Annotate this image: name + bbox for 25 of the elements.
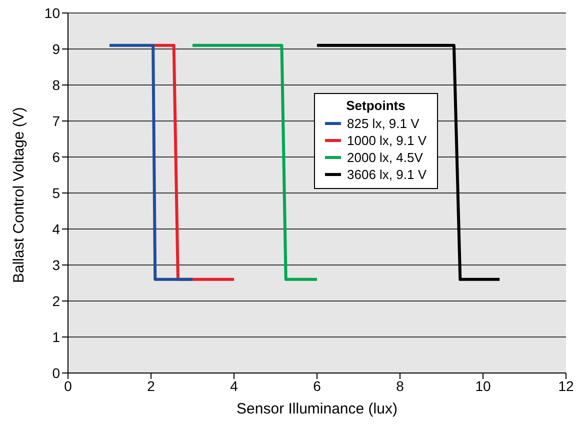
y-tick-label: 10 <box>44 4 60 21</box>
legend-label: 2000 lx, 4.5V <box>347 150 423 165</box>
y-tick-label: 4 <box>52 220 60 237</box>
y-axis-title: Ballast Control Voltage (V) <box>10 107 28 283</box>
y-tick-label: 7 <box>52 112 60 129</box>
x-tick-label: 0 <box>64 378 72 394</box>
legend-label: 825 lx, 9.1 V <box>347 116 420 131</box>
legend-label: 1000 lx, 9.1 V <box>347 133 426 148</box>
x-tick-label: 4 <box>230 378 238 394</box>
y-tick-label: 5 <box>52 184 60 201</box>
legend-label: 3606 lx, 9.1 V <box>347 167 426 182</box>
y-tick-label: 3 <box>52 256 60 273</box>
y-tick-label: 9 <box>52 40 60 57</box>
x-tick-label: 8 <box>396 378 404 394</box>
y-tick-label: 2 <box>52 292 60 309</box>
x-tick-label: 2 <box>147 378 156 394</box>
y-tick-label: 1 <box>52 328 60 345</box>
y-tick-label: 0 <box>52 364 60 381</box>
y-tick-label: 8 <box>52 76 60 93</box>
x-tick-label: 6 <box>313 378 322 394</box>
x-tick-label: 10 <box>475 378 491 394</box>
y-tick-label: 6 <box>52 148 60 165</box>
x-tick-label: 12 <box>558 378 574 394</box>
x-axis-title: Sensor Illuminance (lux) <box>236 400 398 418</box>
legend-title: Setpoints <box>345 98 406 113</box>
